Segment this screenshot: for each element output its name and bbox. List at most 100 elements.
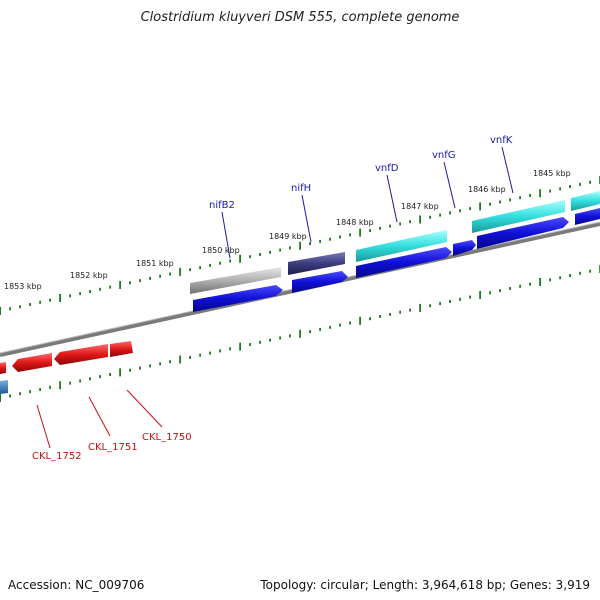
inner-ruler-tick xyxy=(349,321,351,325)
gene-label-CKL_1752[interactable]: CKL_1752 xyxy=(32,451,82,462)
cds-forward-3[interactable] xyxy=(356,247,452,278)
outer-ruler-tick xyxy=(239,254,241,263)
inner-ruler-tick xyxy=(489,291,491,295)
outer-ruler-tick xyxy=(429,215,431,219)
genome-summary: Topology: circular; Length: 3,964,618 bp… xyxy=(260,578,590,592)
vnfK-leader xyxy=(501,146,514,194)
gene-label-vnfD[interactable]: vnfD xyxy=(375,163,399,174)
scale-label-1851: 1851 kbp xyxy=(136,259,174,268)
inner-ruler-tick xyxy=(579,271,581,275)
inner-ruler-tick xyxy=(429,304,431,308)
outer-ruler-tick xyxy=(79,292,81,296)
scale-label-1846: 1846 kbp xyxy=(468,185,506,194)
gene-vnfE-feature[interactable] xyxy=(571,191,600,211)
CKL_1750-leader xyxy=(126,389,163,428)
outer-ruler-tick xyxy=(539,189,541,198)
outer-ruler-tick xyxy=(99,287,101,291)
cds-reverse-1750b[interactable] xyxy=(110,341,133,357)
outer-ruler-tick xyxy=(439,213,441,217)
cds-reverse-1750a[interactable] xyxy=(54,344,108,365)
inner-ruler-tick xyxy=(59,381,61,390)
outer-ruler-tick xyxy=(589,180,591,184)
inner-ruler-tick xyxy=(289,334,291,338)
inner-ruler-tick xyxy=(209,351,211,355)
inner-ruler-tick xyxy=(89,377,91,381)
cds-forward-2[interactable] xyxy=(292,271,348,293)
outer-ruler-tick xyxy=(9,307,11,311)
cds-edge-steel[interactable] xyxy=(0,380,8,394)
inner-ruler-tick xyxy=(199,353,201,357)
inner-ruler-tick xyxy=(179,355,181,364)
inner-ruler-tick xyxy=(9,394,11,398)
cds-forward-4[interactable] xyxy=(453,240,476,256)
outer-ruler-tick xyxy=(309,242,311,246)
gene-label-CKL_1751[interactable]: CKL_1751 xyxy=(88,442,138,453)
inner-ruler-tick xyxy=(99,375,101,379)
cds-reverse-1752[interactable] xyxy=(0,362,6,374)
inner-ruler-tick xyxy=(79,379,81,383)
outer-ruler-tick xyxy=(19,305,21,309)
cds-forward-5[interactable] xyxy=(477,217,569,249)
outer-ruler-tick xyxy=(249,255,251,259)
inner-ruler-tick xyxy=(259,340,261,344)
outer-ruler-tick xyxy=(269,250,271,254)
gene-nifH-feature[interactable] xyxy=(288,252,345,275)
inner-ruler-tick xyxy=(529,282,531,286)
gene-label-vnfK[interactable]: vnfK xyxy=(490,135,513,146)
outer-ruler-tick xyxy=(139,279,141,283)
outer-ruler-tick xyxy=(419,215,421,224)
outer-ruler-tick xyxy=(339,235,341,239)
feature-row-annotation xyxy=(190,191,600,294)
gene-nifB2-feature[interactable] xyxy=(190,267,281,294)
cds-reverse-1751[interactable] xyxy=(12,353,52,372)
inner-ruler-tick xyxy=(369,317,371,321)
inner-ruler-tick xyxy=(389,312,391,316)
outer-ruler-tick xyxy=(179,267,181,276)
forward-cds-row xyxy=(193,208,600,312)
outer-ruler-tick xyxy=(89,290,91,293)
inner-ruler-tick xyxy=(39,388,41,391)
inner-ruler-tick xyxy=(509,287,511,290)
scale-label-1850: 1850 kbp xyxy=(202,246,240,255)
cds-forward-1[interactable] xyxy=(193,285,283,312)
inner-ruler-tick xyxy=(379,315,381,318)
gene-label-nifH[interactable]: nifH xyxy=(291,183,311,194)
inner-ruler-tick xyxy=(569,274,571,277)
cds-forward-6[interactable] xyxy=(575,208,600,225)
inner-ruler-tick xyxy=(309,330,311,334)
gene-vnfK-feature[interactable] xyxy=(472,200,565,233)
inner-ruler-tick xyxy=(409,308,411,312)
inner-ruler-tick xyxy=(219,349,221,353)
inner-ruler-tick xyxy=(539,278,541,286)
inner-ruler-tick xyxy=(189,355,191,359)
outer-ruler-tick xyxy=(549,189,551,193)
outer-ruler-tick xyxy=(449,211,451,215)
inner-ruler-tick xyxy=(319,327,321,331)
outer-ruler-tick xyxy=(289,246,291,250)
outer-ruler-tick xyxy=(499,200,501,204)
outer-ruler-tick xyxy=(569,185,571,189)
outer-ruler-tick xyxy=(459,209,461,213)
gene-vnfD-feature[interactable] xyxy=(356,230,447,262)
outer-ruler-tick xyxy=(509,198,511,202)
nifB2-leader xyxy=(221,211,231,259)
inner-ruler-tick xyxy=(299,329,301,338)
outer-ruler-tick xyxy=(409,220,411,224)
gene-label-nifB2[interactable]: nifB2 xyxy=(209,200,235,211)
outer-ruler-tick xyxy=(219,261,221,265)
inner-ruler-tick xyxy=(469,295,471,299)
inner-ruler-tick xyxy=(399,310,401,314)
outer-ruler-tick xyxy=(209,263,211,267)
outer-ruler-tick xyxy=(169,272,171,276)
inner-ruler-tick xyxy=(269,338,271,342)
outer-ruler-tick xyxy=(49,298,51,302)
scale-label-1847: 1847 kbp xyxy=(401,202,439,211)
gene-label-CKL_1750[interactable]: CKL_1750 xyxy=(142,432,192,443)
outer-ruler-tick xyxy=(399,222,401,226)
scale-label-1848: 1848 kbp xyxy=(336,218,374,227)
inner-ruler-tick xyxy=(279,336,281,340)
inner-ruler-tick xyxy=(359,316,361,325)
gene-label-vnfG[interactable]: vnfG xyxy=(432,150,456,161)
inner-ruler-tick xyxy=(109,373,111,376)
